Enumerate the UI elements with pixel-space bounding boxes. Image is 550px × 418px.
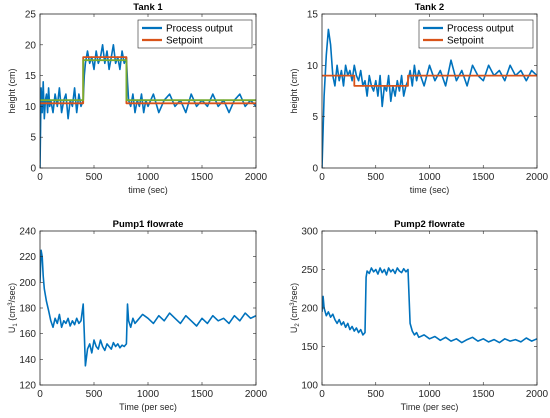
chart-4-y-axis-label-part-2: 2 [295, 323, 301, 327]
chart-1-y-tick-label: 10 [25, 102, 37, 113]
chart-3-x-tick-label: 500 [86, 389, 103, 400]
chart-4-y-tick-label: 200 [301, 304, 318, 315]
chart-3-y-tick-label: 180 [19, 304, 36, 315]
chart-2-x-tick-label: 500 [367, 172, 384, 183]
chart-4-x-tick-label: 2000 [526, 389, 549, 400]
chart-2: 0 500 1000 1500 2000 0 5 10 15 Tank 2 time (sec) he… [289, 2, 549, 195]
chart-1-x-tick-label: 0 [37, 172, 43, 183]
chart-4-x-tick-label: 1500 [472, 389, 495, 400]
chart-4-x-tick-label: 0 [319, 389, 325, 400]
chart-3-y-axis-label-part-3: (cm [7, 306, 17, 324]
chart-4-x-tick-label: 1000 [418, 389, 441, 400]
chart-2-y-axis-label: height (cm) [289, 68, 299, 113]
chart-3-y-tick-label: 240 [19, 227, 36, 238]
chart-2-x-axis-label: time (sec) [410, 185, 450, 195]
chart-1-series-3-line [40, 59, 256, 102]
chart-1-y-tick-label: 20 [25, 40, 37, 51]
chart-1-x-tick-label: 1500 [191, 172, 214, 183]
chart-2-title: Tank 2 [415, 2, 444, 13]
chart-3-y-tick-label: 200 [19, 278, 36, 289]
chart-4-y-tick-label: 100 [301, 381, 318, 392]
chart-3-y-axis-label-part-4: 3 [8, 302, 14, 306]
chart-4-series-1-line [322, 267, 537, 344]
chart-1-legend-label: Process output [166, 24, 233, 35]
chart-4-y-axis-label-part-3: (cm [289, 306, 299, 324]
chart-2-x-tick-label: 1000 [418, 172, 441, 183]
chart-3-y-axis-label-part-5: /sec) [7, 283, 17, 303]
chart-1-legend [137, 19, 253, 49]
chart-2-series-2-line [322, 74, 537, 87]
chart-3-x-tick-label: 1500 [191, 389, 214, 400]
chart-3-y-axis-label-part-1: U [7, 327, 17, 334]
chart-1-y-tick-label: 5 [30, 133, 36, 144]
chart-3-x-tick-label: 1000 [137, 389, 160, 400]
chart-3: 0 500 1000 1500 2000 120 140 160 180 200 220 240 Pum… [7, 219, 268, 412]
chart-3-y-tick-label: 120 [19, 381, 36, 392]
chart-1-y-tick-label: 15 [25, 71, 37, 82]
chart-2-x-tick-label: 0 [319, 172, 325, 183]
chart-4-y-tick-label: 300 [301, 227, 318, 238]
chart-1-x-tick-label: 500 [86, 172, 103, 183]
chart-4: 0 500 1000 1500 2000 100 150 200 250 300 Pump2 flo… [289, 219, 549, 412]
chart-1-x-tick-label: 1000 [137, 172, 160, 183]
chart-3-x-tick-label: 2000 [245, 389, 268, 400]
chart-4-title: Pump2 flowrate [394, 219, 465, 230]
chart-3-series-1-line [40, 249, 256, 367]
chart-1-x-tick-label: 2000 [245, 172, 268, 183]
chart-2-legend-label: Process output [447, 24, 514, 35]
chart-1: 0 500 1000 1500 2000 0 5 10 15 20 25 Tank 1 time (se… [7, 2, 268, 195]
chart-2-legend [418, 19, 534, 49]
chart-4-y-tick-label: 250 [301, 265, 318, 276]
chart-2-y-tick-label: 0 [312, 164, 318, 175]
chart-2-series-group [322, 28, 537, 168]
chart-3-y-axis-label-part-2: 1 [13, 323, 19, 327]
chart-4-plot-area [322, 231, 537, 385]
chart-1-series-group [40, 43, 256, 168]
chart-2-series-1-line [322, 28, 537, 168]
chart-3-y-axis-label: U1 (cm3/sec) [7, 283, 19, 333]
chart-1-series-2-line [40, 56, 256, 105]
chart-2-x-tick-label: 1500 [472, 172, 495, 183]
chart-1-y-axis-label: height (cm) [7, 68, 17, 113]
chart-4-y-axis-label-part-1: U [289, 327, 299, 334]
chart-2-x-tick-label: 2000 [526, 172, 549, 183]
chart-1-title: Tank 1 [133, 2, 163, 13]
chart-3-y-tick-label: 160 [19, 329, 36, 340]
chart-1-series-1-line [40, 43, 256, 168]
chart-3-plot-area [40, 231, 256, 385]
chart-4-y-axis-label: U2 (cm3/sec) [289, 283, 301, 333]
chart-3-y-tick-label: 140 [19, 355, 36, 366]
chart-4-series-group [322, 267, 537, 344]
chart-3-x-tick-label: 0 [37, 389, 43, 400]
chart-4-x-axis-label: Time (per sec) [401, 402, 459, 412]
chart-4-x-tick-label: 500 [367, 389, 384, 400]
chart-1-y-tick-label: 0 [30, 164, 36, 175]
chart-3-y-tick-label: 220 [19, 252, 36, 263]
chart-1-x-axis-label: time (sec) [128, 185, 168, 195]
chart-2-y-tick-label: 10 [307, 61, 319, 72]
chart-3-x-axis-label: Time (per sec) [119, 402, 177, 412]
chart-3-title: Pump1 flowrate [113, 219, 184, 230]
chart-4-y-tick-label: 150 [301, 342, 318, 353]
chart-4-y-axis-label-part-5: /sec) [289, 283, 299, 303]
chart-1-y-tick-label: 25 [25, 10, 37, 21]
chart-2-y-tick-label: 5 [312, 112, 318, 123]
chart-4-y-axis-label-part-4: 3 [290, 302, 296, 306]
chart-1-legend-label: Setpoint [166, 36, 203, 47]
chart-2-y-tick-label: 15 [307, 10, 319, 21]
chart-3-series-group [40, 249, 256, 367]
chart-2-legend-label: Setpoint [447, 36, 484, 47]
